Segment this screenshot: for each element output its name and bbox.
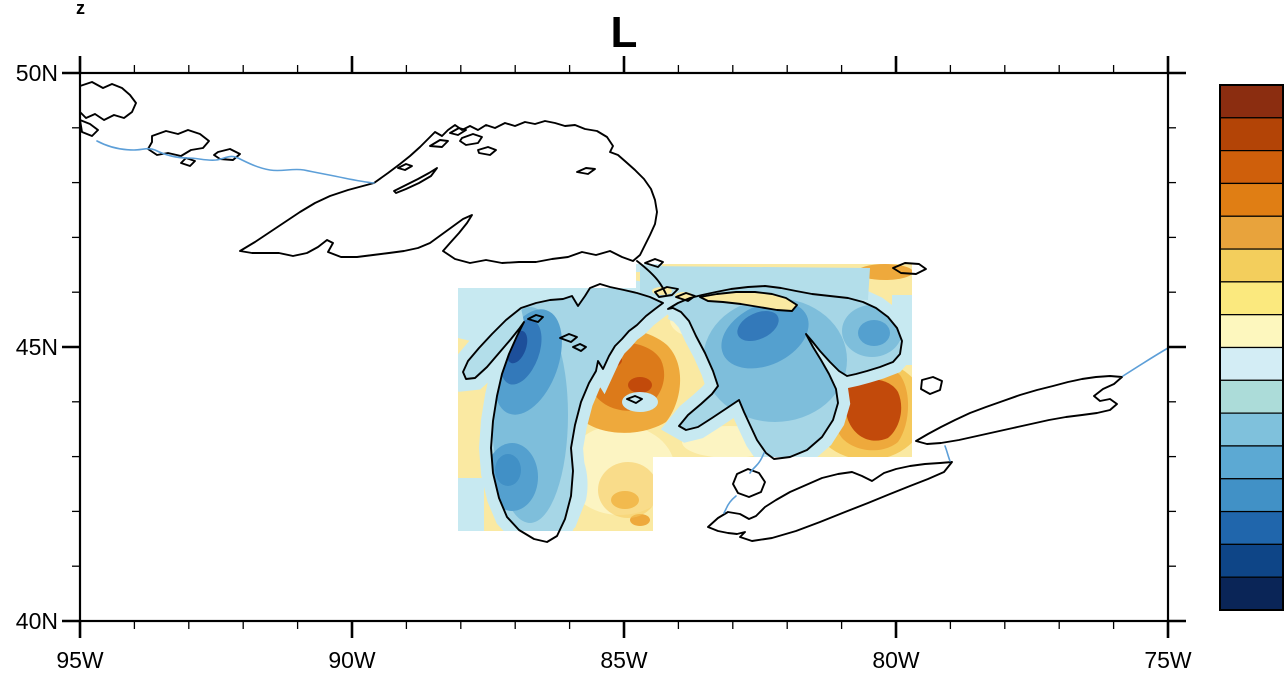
colorbar-segment [1219,117,1284,152]
isle-royale-outline [393,167,438,194]
colorbar-segment [1219,543,1284,578]
y-axis-tick-label: 50N [16,60,58,86]
colorbar [1219,84,1284,611]
lake-of-the-woods-outline [79,81,137,121]
beaver-island-outline [559,333,578,343]
terrain-orange-spot [628,377,652,393]
st-clair-river [749,452,765,474]
bathy-level [737,310,779,342]
michipicoten-island-outline [576,167,596,175]
axis-labels: 95W 90W 85W 80W 75W 50N 45N 40N [16,60,1192,673]
lake-of-the-woods-outline [79,119,99,137]
niagara-river [944,445,951,462]
north-channel-water [640,266,870,300]
colorbar-segment [1219,510,1284,545]
nipigon-bay-outline [459,133,483,146]
rainy-lake-outline [213,148,241,161]
colorbar-segment [1219,182,1284,217]
terrain-orange-streak [857,264,912,280]
lake-superior-outline [239,120,658,264]
axis-ticks [62,56,1186,638]
colorbar-segment [1219,379,1284,414]
drummond-island-outline [654,286,679,298]
lake-nipissing-outline [892,262,927,275]
lowland-patch [622,392,658,412]
terrain-orange-ontario-core [844,379,902,441]
border-river [96,140,375,184]
lake-st-clair-outline [732,468,766,498]
island-outline [397,163,413,171]
colorbar-segment [1219,84,1284,119]
colorbar-segment [1219,445,1284,480]
x-axis-tick-label: 85W [600,647,648,673]
st-lawrence-river [1122,347,1169,377]
island-outline [449,127,467,136]
colorbar-segment [1219,215,1284,250]
detroit-river [723,495,737,514]
nipigon-bay-outline [477,146,497,156]
data-overlay [458,264,912,531]
colorbar-segment [1219,281,1284,316]
rainy-lake-outline [180,157,196,167]
colorbar-border [1219,84,1284,611]
colorbar-segment [1219,346,1284,381]
colorbar-segment [1219,412,1284,447]
colorbar-segment [1219,150,1284,185]
island-outline [572,343,587,352]
x-axis-tick-label: 90W [328,647,376,673]
colorbar-segment [1219,478,1284,513]
lowland-patch [458,478,484,531]
cockburn-island-outline [675,292,696,302]
x-axis-tick-label: 95W [56,647,104,673]
houghton-lake-outline [626,395,643,404]
rivers [96,140,1169,514]
st-joseph-island-outline [644,258,664,268]
corner-label: z [76,0,85,18]
st-marys-channel [636,260,667,295]
plot-title: L [611,8,638,57]
y-axis-tick-label: 40N [16,608,58,634]
island-outline [429,139,449,148]
colorbar-segment [1219,248,1284,283]
colorbar-segment [1219,576,1284,611]
x-axis-tick-label: 80W [872,647,920,673]
lake-erie-outline [707,461,953,542]
lake-simcoe-outline [920,376,943,395]
lake-huron-bathymetry [703,298,902,422]
colorbar-segment [1219,314,1284,349]
lake-ontario-outline [915,375,1123,445]
y-axis-tick-label: 45N [16,334,58,360]
bathy-level [858,320,890,346]
rainy-lake-outline [147,129,210,157]
washington-island-outline [527,314,544,323]
terrain-tan-patch [598,462,658,518]
x-axis-tick-label: 75W [1144,647,1192,673]
bathy-level [495,454,521,486]
